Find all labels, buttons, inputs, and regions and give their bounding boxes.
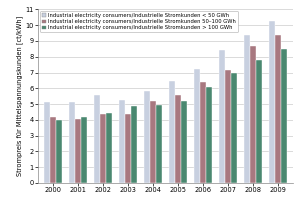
- Bar: [144, 91, 150, 183]
- Bar: [219, 50, 225, 183]
- Bar: [225, 70, 231, 183]
- Bar: [194, 69, 200, 183]
- Bar: [200, 82, 206, 183]
- Bar: [256, 60, 262, 183]
- Bar: [206, 87, 212, 183]
- Bar: [94, 95, 100, 183]
- Bar: [275, 35, 281, 183]
- Bar: [50, 117, 56, 183]
- Bar: [69, 102, 75, 183]
- Bar: [125, 114, 131, 183]
- Bar: [131, 106, 137, 183]
- Bar: [44, 102, 50, 183]
- Bar: [156, 105, 162, 183]
- Bar: [150, 101, 156, 183]
- Bar: [281, 49, 287, 183]
- Bar: [75, 119, 81, 183]
- Bar: [119, 100, 125, 183]
- Bar: [181, 101, 188, 183]
- Bar: [175, 95, 181, 183]
- Bar: [100, 114, 106, 183]
- Y-axis label: Strompreis für Mittelspannungskunden [ct/kWh]: Strompreis für Mittelspannungskunden [ct…: [16, 16, 23, 176]
- Bar: [231, 73, 237, 183]
- Bar: [169, 81, 175, 183]
- Bar: [269, 21, 275, 183]
- Bar: [81, 117, 87, 183]
- Bar: [250, 46, 256, 183]
- Bar: [56, 120, 62, 183]
- Bar: [244, 35, 250, 183]
- Legend: Industrial electricity consumers/Industrielle Stromkunden < 50 GWh, Industrial e: Industrial electricity consumers/Industr…: [40, 11, 238, 32]
- Bar: [106, 113, 112, 183]
